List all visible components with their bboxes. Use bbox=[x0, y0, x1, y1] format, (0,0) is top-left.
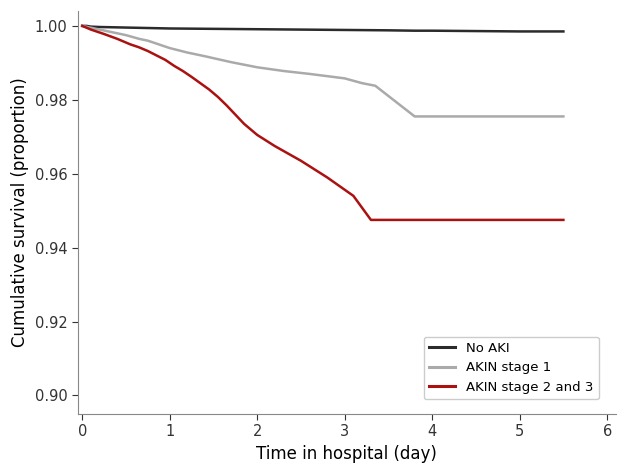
AKIN stage 2 and 3 bbox=[188, 74, 196, 80]
AKIN stage 2 and 3 bbox=[367, 217, 375, 223]
AKIN stage 1 bbox=[253, 64, 261, 70]
No AKI bbox=[78, 23, 86, 29]
AKIN stage 2 and 3 bbox=[214, 94, 221, 100]
AKIN stage 2 and 3 bbox=[297, 158, 305, 164]
AKIN stage 2 and 3 bbox=[135, 45, 143, 50]
No AKI bbox=[384, 27, 392, 33]
AKIN stage 1 bbox=[306, 71, 314, 77]
AKIN stage 1 bbox=[227, 59, 234, 65]
No AKI bbox=[149, 25, 156, 31]
X-axis label: Time in hospital (day): Time in hospital (day) bbox=[256, 445, 437, 463]
AKIN stage 2 and 3 bbox=[350, 193, 357, 199]
No AKI bbox=[113, 25, 121, 30]
AKIN stage 1 bbox=[472, 114, 480, 119]
AKIN stage 1 bbox=[135, 36, 143, 42]
AKIN stage 2 and 3 bbox=[223, 102, 230, 108]
AKIN stage 2 and 3 bbox=[428, 217, 436, 223]
AKIN stage 2 and 3 bbox=[196, 80, 204, 86]
AKIN stage 2 and 3 bbox=[240, 121, 248, 127]
AKIN stage 1 bbox=[534, 114, 541, 119]
AKIN stage 1 bbox=[144, 38, 152, 44]
Line: No AKI: No AKI bbox=[82, 26, 564, 31]
No AKI bbox=[83, 23, 90, 29]
AKIN stage 1 bbox=[166, 45, 174, 51]
No AKI bbox=[472, 28, 480, 34]
AKIN stage 2 and 3 bbox=[162, 57, 169, 63]
AKIN stage 1 bbox=[201, 54, 208, 59]
AKIN stage 1 bbox=[372, 83, 379, 89]
AKIN stage 1 bbox=[560, 114, 567, 119]
AKIN stage 2 and 3 bbox=[153, 53, 161, 58]
AKIN stage 1 bbox=[516, 114, 524, 119]
Line: AKIN stage 2 and 3: AKIN stage 2 and 3 bbox=[82, 26, 564, 220]
No AKI bbox=[411, 28, 418, 34]
AKIN stage 2 and 3 bbox=[171, 63, 178, 69]
No AKI bbox=[341, 27, 349, 33]
AKIN stage 2 and 3 bbox=[78, 23, 86, 29]
Legend: No AKI, AKIN stage 1, AKIN stage 2 and 3: No AKI, AKIN stage 1, AKIN stage 2 and 3 bbox=[424, 337, 599, 399]
AKIN stage 1 bbox=[105, 28, 112, 34]
AKIN stage 1 bbox=[153, 41, 161, 46]
AKIN stage 2 and 3 bbox=[113, 36, 121, 42]
AKIN stage 2 and 3 bbox=[516, 217, 524, 223]
AKIN stage 2 and 3 bbox=[253, 132, 261, 138]
No AKI bbox=[96, 24, 103, 30]
AKIN stage 2 and 3 bbox=[144, 48, 152, 54]
AKIN stage 2 and 3 bbox=[324, 174, 331, 180]
AKIN stage 1 bbox=[411, 114, 418, 119]
No AKI bbox=[166, 26, 174, 31]
AKIN stage 2 and 3 bbox=[534, 217, 541, 223]
AKIN stage 2 and 3 bbox=[231, 112, 239, 118]
AKIN stage 2 and 3 bbox=[127, 42, 134, 47]
No AKI bbox=[253, 27, 261, 32]
AKIN stage 2 and 3 bbox=[205, 87, 213, 92]
Line: AKIN stage 1: AKIN stage 1 bbox=[82, 26, 564, 117]
AKIN stage 2 and 3 bbox=[411, 217, 418, 223]
AKIN stage 1 bbox=[78, 23, 86, 29]
AKIN stage 1 bbox=[359, 80, 366, 86]
No AKI bbox=[87, 24, 95, 29]
AKIN stage 1 bbox=[341, 75, 349, 81]
No AKI bbox=[428, 28, 436, 34]
Y-axis label: Cumulative survival (proportion): Cumulative survival (proportion) bbox=[11, 78, 29, 347]
AKIN stage 2 and 3 bbox=[100, 31, 108, 37]
AKIN stage 1 bbox=[122, 32, 130, 38]
AKIN stage 2 and 3 bbox=[179, 68, 187, 74]
No AKI bbox=[209, 26, 217, 32]
AKIN stage 2 and 3 bbox=[472, 217, 480, 223]
AKIN stage 1 bbox=[240, 62, 248, 67]
No AKI bbox=[560, 28, 567, 34]
AKIN stage 1 bbox=[428, 114, 436, 119]
No AKI bbox=[534, 28, 541, 34]
No AKI bbox=[297, 27, 305, 32]
AKIN stage 1 bbox=[184, 50, 191, 55]
AKIN stage 1 bbox=[280, 68, 287, 74]
AKIN stage 2 and 3 bbox=[271, 143, 278, 149]
No AKI bbox=[516, 28, 524, 34]
AKIN stage 2 and 3 bbox=[560, 217, 567, 223]
AKIN stage 1 bbox=[214, 56, 221, 62]
AKIN stage 2 and 3 bbox=[87, 27, 95, 32]
No AKI bbox=[131, 25, 139, 31]
